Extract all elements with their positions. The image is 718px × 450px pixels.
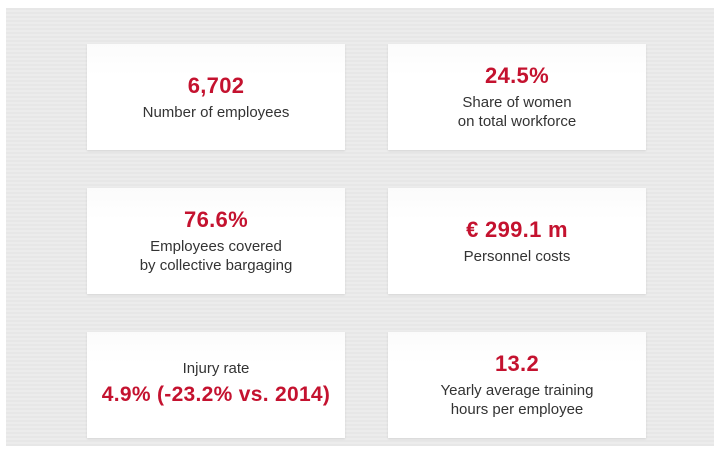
kpi-label: Yearly average training — [440, 382, 594, 399]
kpi-card-collective-bargaining: 76.6% Employees covered by collective ba… — [87, 188, 345, 294]
kpi-card-injury-rate: Injury rate 4.9% (-23.2% vs. 2014) — [87, 332, 345, 438]
kpi-panel: 6,702 Number of employees 24.5% Share of… — [6, 8, 714, 446]
kpi-value: 76.6% — [184, 207, 248, 232]
kpi-card-employees: 6,702 Number of employees — [87, 44, 345, 150]
kpi-label: Employees covered — [150, 238, 282, 255]
kpi-value: € 299.1 m — [466, 216, 568, 242]
kpi-label: Injury rate — [182, 359, 250, 377]
kpi-label: Personnel costs — [463, 247, 571, 265]
kpi-card-share-of-women: 24.5% Share of women on total workforce — [388, 44, 646, 150]
kpi-label: Share of women — [462, 94, 572, 111]
kpi-value: 4.9% (-23.2% vs. 2014) — [101, 382, 331, 406]
kpi-label: on total workforce — [457, 113, 577, 130]
kpi-card-personnel-costs: € 299.1 m Personnel costs — [388, 188, 646, 294]
kpi-label: hours per employee — [450, 401, 584, 418]
kpi-label: Number of employees — [142, 103, 290, 121]
kpi-value: 24.5% — [485, 63, 549, 88]
kpi-value: 6,702 — [187, 72, 245, 98]
kpi-label: by collective bargaging — [139, 257, 293, 274]
kpi-value: 13.2 — [494, 351, 540, 376]
kpi-card-training-hours: 13.2 Yearly average training hours per e… — [388, 332, 646, 438]
